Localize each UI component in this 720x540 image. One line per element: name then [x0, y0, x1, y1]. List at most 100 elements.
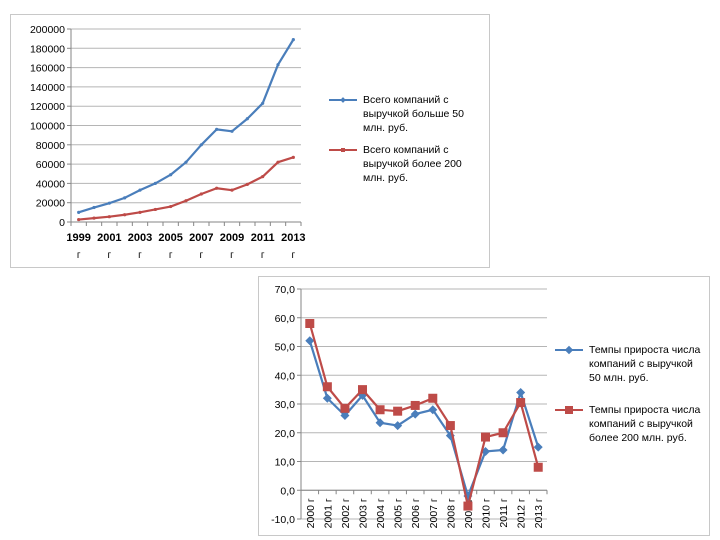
- y-tick-label: 40000: [36, 178, 65, 190]
- y-tick-label: 140000: [30, 82, 65, 94]
- x-tick-label: 2013 г: [533, 498, 545, 528]
- x-tick-label: 2007: [189, 232, 213, 244]
- data-point-square: [340, 403, 350, 413]
- legend-diamond-icon: [564, 345, 574, 355]
- data-point-diamond: [410, 409, 420, 419]
- x-tick-label: 2006 г: [410, 498, 422, 528]
- x-tick-label: 2004 г: [375, 498, 387, 528]
- x-tick-label: 1999: [66, 232, 90, 244]
- data-point-diamond: [498, 445, 508, 455]
- y-tick-label: 160000: [30, 63, 65, 75]
- data-point: [184, 160, 188, 164]
- data-point-square: [305, 319, 315, 328]
- data-point: [92, 205, 96, 210]
- y-tick-label: 10,0: [275, 457, 296, 469]
- x-tick-label-suffix: г: [230, 250, 234, 261]
- y-tick-label: 120000: [30, 101, 65, 113]
- data-point: [276, 160, 280, 164]
- x-tick-label: 2008 г: [445, 498, 457, 528]
- y-tick-label: 100000: [30, 121, 65, 133]
- x-tick-label: 2007 г: [428, 498, 440, 528]
- data-point-square: [375, 405, 385, 415]
- data-point: [291, 155, 295, 159]
- data-point: [261, 101, 265, 105]
- chart-panel-total-companies: 0 20000 40000 60000 80000 100000 120000 140000 1…: [10, 14, 490, 268]
- legend-chart2: Темпы прироста числа компаний с выручкой…: [555, 343, 705, 453]
- y-tick-label: 60000: [36, 159, 65, 171]
- x-tick-label: 2011: [251, 232, 275, 244]
- legend-item-200mln: Всего компаний с выручкой более 200 млн.…: [329, 143, 479, 185]
- data-point-square: [393, 406, 403, 416]
- series-line-2: [78, 156, 294, 221]
- data-point-diamond: [516, 388, 526, 397]
- x-tick-label-suffix: г: [108, 250, 112, 261]
- y-tick-label: 0,0: [280, 485, 295, 497]
- data-point: [199, 143, 203, 147]
- legend-label: Темпы прироста числа компаний с выручкой…: [589, 404, 701, 444]
- y-tick-label: -10,0: [271, 514, 295, 526]
- data-point: [184, 199, 188, 203]
- x-tick-label-suffix: г: [261, 250, 265, 261]
- data-point: [199, 192, 203, 196]
- y-tick-label: 60,0: [275, 313, 296, 325]
- x-tick-label-suffix: г: [200, 250, 204, 261]
- y-tick-label: 0: [59, 217, 65, 229]
- data-point: [77, 210, 81, 214]
- data-point-diamond: [322, 393, 332, 403]
- data-point: [138, 188, 142, 192]
- data-point-square: [481, 432, 490, 442]
- legend-square-icon: [341, 148, 345, 152]
- chart-panel-growth-rates: -10,0 0,0 10,0 20,0 30,0 40,0 50,0 60,0 70,0 2000…: [258, 276, 710, 536]
- x-tick-label-suffix: г: [77, 250, 81, 261]
- data-point-square: [498, 428, 508, 438]
- y-tick-label: 40,0: [275, 370, 296, 382]
- x-tick-label: 2003 г: [358, 498, 370, 528]
- data-point: [77, 217, 81, 222]
- legend-label: Темпы прироста числа компаний с выручкой…: [589, 344, 701, 384]
- x-tick-label: 2011 г: [498, 498, 510, 527]
- data-point: [92, 216, 96, 220]
- x-tick-label: 2003: [128, 232, 152, 244]
- data-point-diamond: [375, 418, 385, 428]
- y-tick-label: 20,0: [275, 428, 296, 440]
- data-point-diamond: [305, 336, 315, 346]
- data-point: [276, 63, 280, 67]
- legend-label: Всего компаний с выручкой больше 50 млн.…: [363, 94, 464, 134]
- data-point-diamond: [533, 442, 543, 452]
- x-tick-label-suffix: г: [138, 250, 142, 261]
- chart-growth-rates: -10,0 0,0 10,0 20,0 30,0 40,0 50,0 60,0 70,0 2000…: [271, 284, 548, 528]
- data-point-diamond: [428, 405, 438, 415]
- x-tick-label-suffix: г: [292, 250, 296, 261]
- legend-label: Всего компаний с выручкой более 200 млн.…: [363, 144, 462, 184]
- data-point: [261, 175, 265, 179]
- x-tick-label: 2001 г: [322, 498, 334, 528]
- legend-item-200mln-growth: Темпы прироста числа компаний с выручкой…: [555, 403, 705, 445]
- data-point: [230, 129, 234, 133]
- data-point: [245, 117, 249, 121]
- x-tick-label: 2000 г: [305, 498, 317, 528]
- x-tick-label: 2009: [220, 232, 244, 244]
- legend-item-50mln: Всего компаний с выручкой больше 50 млн.…: [329, 93, 479, 135]
- y-tick-label: 50,0: [275, 342, 296, 354]
- data-point: [230, 188, 234, 192]
- legend-item-50mln-growth: Темпы прироста числа компаний с выручкой…: [555, 343, 705, 385]
- data-point-square: [410, 400, 420, 410]
- data-point-square: [358, 385, 367, 395]
- y-tick-label: 200000: [30, 24, 65, 36]
- x-tick-label: 2013: [281, 232, 305, 244]
- data-point: [215, 127, 219, 131]
- data-point: [107, 215, 111, 219]
- data-point: [123, 213, 127, 217]
- data-point-square: [463, 501, 473, 511]
- x-tick-label: 2010 г: [481, 498, 493, 528]
- data-point: [245, 182, 249, 186]
- data-point: [215, 186, 219, 190]
- data-point: [107, 201, 111, 205]
- y-tick-label: 180000: [30, 43, 65, 55]
- data-point-square: [445, 421, 455, 431]
- x-tick-label: 2005: [158, 232, 182, 244]
- data-point-diamond: [340, 411, 350, 420]
- data-point: [153, 207, 157, 212]
- legend-square-icon: [565, 406, 573, 414]
- x-tick-label: 2001: [97, 232, 121, 244]
